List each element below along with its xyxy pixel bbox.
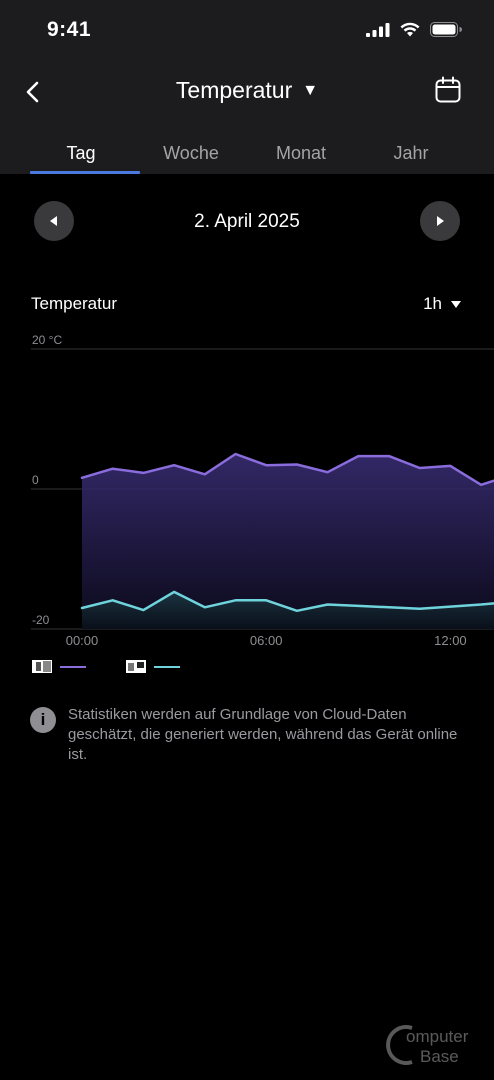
legend-line (60, 665, 86, 668)
current-date: 2. April 2025 (194, 211, 300, 232)
y-tick-label: 20 °C (32, 333, 62, 347)
y-tick-label: -20 (32, 613, 50, 627)
series-2-point (449, 605, 452, 608)
svg-text:omputer: omputer (406, 1027, 469, 1046)
series-2-line (80, 590, 494, 613)
interval-label: 1h (423, 294, 442, 313)
nav-bar: Temperatur ▼ (0, 70, 494, 114)
series-1-point (265, 464, 268, 466)
x-tick-label: 06:00 (250, 633, 283, 648)
legend-line (154, 665, 180, 668)
series-2-point (204, 606, 206, 609)
page-title: Temperatur (175, 77, 293, 103)
metric-selector[interactable]: Temperatur ▼ (0, 77, 494, 104)
series-1-point (81, 477, 83, 479)
series-1-line (80, 452, 494, 487)
chart-title: Temperatur (31, 294, 117, 313)
legend-item-2 (126, 660, 180, 673)
x-tick-label: 00:00 (66, 633, 99, 648)
series-2-point (265, 599, 268, 602)
y-tick-label: 0 (32, 473, 39, 487)
series-1-point (111, 467, 114, 470)
chart-legend (32, 660, 220, 673)
period-tabs: Tag Woche Monat Jahr (0, 130, 494, 174)
legend-device-icon (126, 660, 146, 673)
tab-tag[interactable]: Tag (26, 130, 140, 174)
info-note: i Statistiken werden auf Grundlage von C… (30, 705, 460, 765)
temperature-chart: 20 °C 0 -20 00:00 06:00 12:00 (31, 333, 494, 648)
interval-selector[interactable]: 1h (423, 294, 461, 314)
series-1-point (449, 465, 452, 467)
svg-text:Base: Base (420, 1047, 459, 1066)
tab-jahr[interactable]: Jahr (393, 143, 429, 163)
tab-monat[interactable]: Monat (275, 143, 327, 163)
series-2-point (81, 607, 83, 609)
watermark-logo: omputer Base (386, 1025, 469, 1066)
series-2-point (418, 607, 421, 610)
cellular-signal-icon (366, 22, 390, 37)
series-2-point (326, 603, 329, 606)
series-1-point (142, 472, 145, 474)
status-icons (366, 22, 462, 37)
wifi-icon (400, 22, 420, 37)
calendar-icon[interactable] (434, 76, 462, 104)
series-2-point (173, 591, 175, 593)
next-day-button[interactable] (420, 201, 460, 241)
status-time: 9:41 (47, 18, 92, 41)
triangle-right-icon (437, 216, 444, 226)
caret-down-icon (451, 300, 461, 308)
caret-down-icon: ▼ (302, 81, 319, 99)
series-2-area (82, 591, 494, 629)
series-1-point (296, 463, 298, 466)
series-2-point (296, 610, 298, 612)
triangle-left-icon (50, 216, 57, 226)
series-2-point (234, 599, 237, 602)
header-panel: 9:41 Temperatur ▼ (0, 0, 494, 174)
series-2-point (142, 609, 145, 611)
legend-device-icon (32, 660, 52, 673)
info-icon: i (30, 707, 56, 733)
series-1-point (234, 453, 237, 455)
series-1-point (173, 464, 175, 466)
info-text: Statistiken werden auf Grundlage von Clo… (68, 706, 458, 763)
series-1-point (480, 484, 482, 486)
series-2-point (480, 603, 482, 606)
series-1-point (204, 473, 206, 476)
series-1-point (357, 455, 360, 457)
series-1-point (418, 467, 421, 469)
series-2-point (111, 599, 114, 602)
chart-header: Temperatur 1h (31, 294, 461, 314)
previous-day-button[interactable] (34, 201, 74, 241)
tab-woche[interactable]: Woche (163, 143, 219, 163)
back-chevron-icon[interactable] (22, 78, 46, 106)
series-2-point (388, 606, 390, 609)
x-tick-label: 12:00 (434, 633, 467, 648)
date-navigator: 2. April 2025 (0, 200, 494, 244)
series-1-area (82, 454, 494, 629)
battery-icon (430, 22, 462, 37)
series-1-point (326, 471, 329, 473)
series-1-point (388, 455, 390, 457)
series-2-point (357, 605, 360, 607)
legend-item-1 (32, 660, 86, 673)
